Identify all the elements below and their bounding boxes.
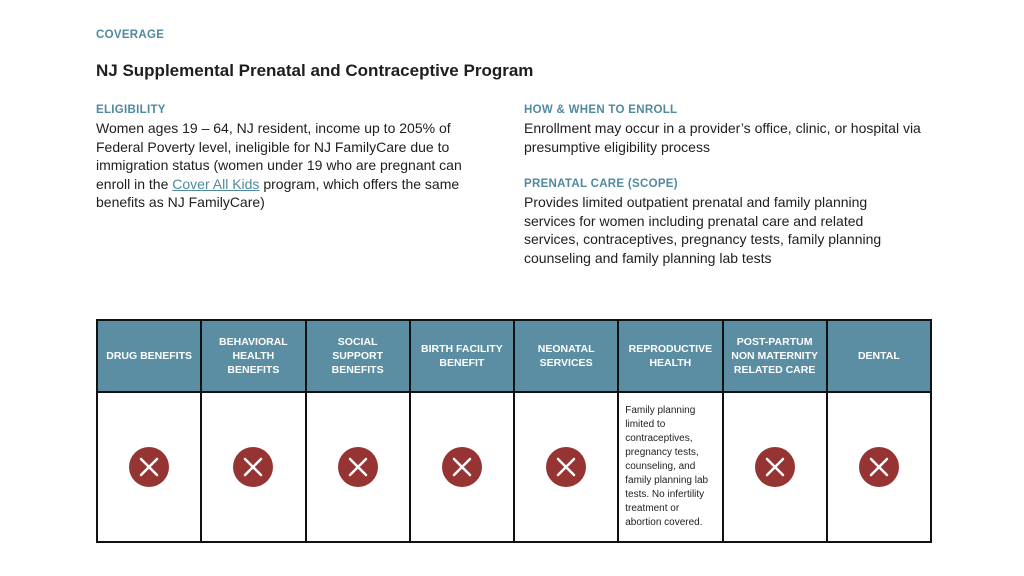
table-column: DENTAL	[827, 321, 930, 541]
not-covered-icon	[441, 447, 482, 487]
eligibility-label: ELIGIBILITY	[96, 104, 166, 116]
enroll-text: Enrollment may occur in a provider’s off…	[524, 120, 921, 155]
table-cell	[515, 393, 617, 541]
not-covered-icon	[858, 447, 899, 487]
table-cell	[307, 393, 409, 541]
column-header: SOCIAL SUPPORT BENEFITS	[306, 321, 409, 393]
table-cell	[411, 393, 513, 541]
table-cell: Family planning limited to contraceptive…	[619, 393, 721, 541]
not-covered-icon	[129, 447, 170, 487]
prenatal-label: PRENATAL CARE (SCOPE)	[524, 178, 678, 190]
table-cell	[202, 393, 304, 541]
cell-note: Family planning limited to contraceptive…	[625, 405, 709, 528]
link[interactable]: Cover All Kids	[172, 175, 260, 192]
column-header: BEHAVIORAL HEALTH BENEFITS	[202, 321, 305, 393]
table-column: BEHAVIORAL HEALTH BENEFITS	[202, 321, 307, 541]
eligibility-text: Women ages 19 – 64, NJ resident, income …	[96, 119, 486, 212]
table-column: NEONATAL SERVICES	[515, 321, 620, 541]
text: Women ages 19 – 64, NJ resident, income …	[96, 120, 462, 192]
not-covered-icon	[546, 447, 587, 487]
table-column: DRUG BENEFITS	[98, 321, 203, 541]
not-covered-icon	[754, 447, 795, 487]
table-cell	[98, 393, 200, 541]
column-header: NEONATAL SERVICES	[515, 321, 618, 393]
prenatal-text: Provides limited outpatient prenatal and…	[524, 194, 882, 266]
title: NJ Supplemental Prenatal and Contracepti…	[96, 61, 534, 80]
table-column: SOCIAL SUPPORT BENEFITS	[306, 321, 411, 541]
column-header: DENTAL	[827, 321, 930, 393]
section-label: COVERAGE	[96, 29, 165, 41]
column-header: BIRTH FACILITY BENEFIT	[410, 321, 513, 393]
table-column: POST-PARTUM NON MATERNITY RELATED CARE	[723, 321, 828, 541]
table-cell	[724, 393, 826, 541]
table-cell	[828, 393, 930, 541]
table-column: REPRODUCTIVE HEALTH Family planning limit…	[619, 321, 724, 541]
table-column: BIRTH FACILITY BENEFIT	[410, 321, 515, 541]
not-covered-icon	[337, 447, 378, 487]
coverage-table: DRUG BENEFITS BEHAVIORAL HEALTH BENEFITS S…	[96, 319, 932, 543]
enroll-label: HOW & WHEN TO ENROLL	[524, 104, 678, 116]
text: program, which offers the same benefits …	[96, 175, 460, 211]
column-header: POST-PARTUM NON MATERNITY RELATED CARE	[723, 321, 826, 393]
column-header: REPRODUCTIVE HEALTH	[619, 321, 722, 393]
column-header: DRUG BENEFITS	[98, 321, 201, 393]
not-covered-icon	[233, 447, 274, 487]
